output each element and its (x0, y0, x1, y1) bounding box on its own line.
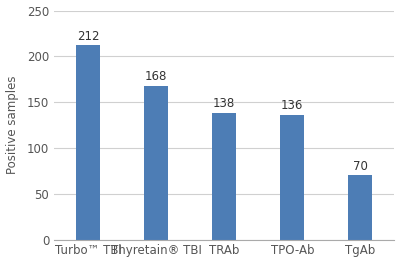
Text: 70: 70 (353, 160, 368, 173)
Text: 136: 136 (281, 99, 304, 112)
Y-axis label: Positive samples: Positive samples (6, 76, 18, 174)
Bar (144, 86, 168, 240)
Text: 212: 212 (77, 30, 99, 43)
Bar (280, 115, 304, 240)
Bar (348, 175, 372, 240)
Bar (76, 45, 100, 240)
Text: 138: 138 (213, 97, 235, 110)
Bar (212, 113, 236, 240)
Text: 168: 168 (145, 70, 167, 83)
